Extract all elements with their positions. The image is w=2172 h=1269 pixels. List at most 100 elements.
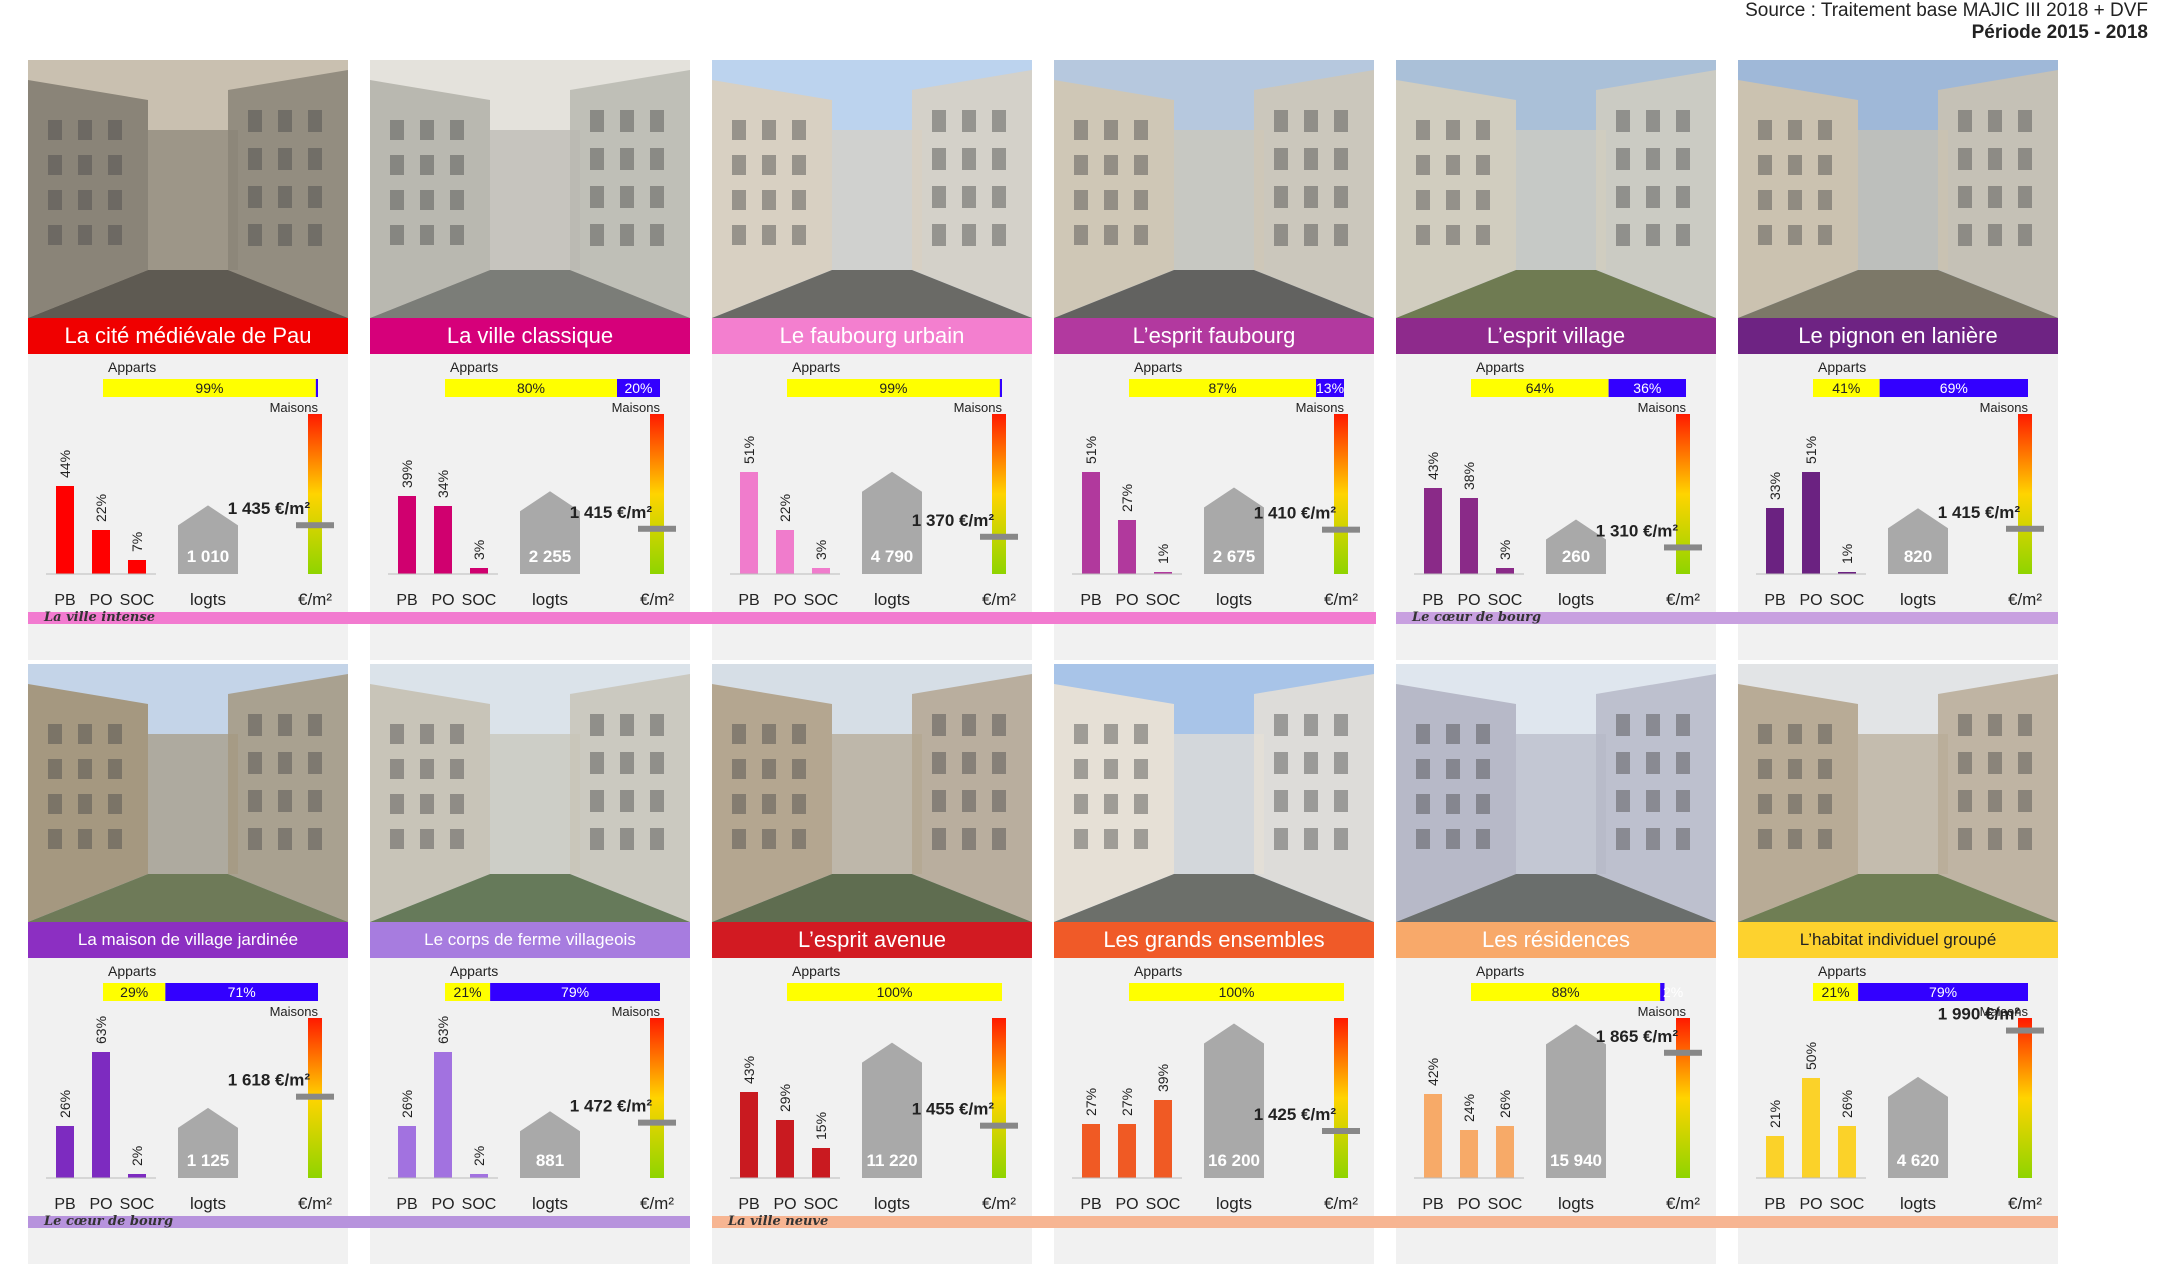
price-marker bbox=[980, 1122, 1018, 1129]
typology-card: L’esprit village Apparts Maisons 64% 36% 43% P… bbox=[1396, 60, 1716, 660]
appts-label: Apparts bbox=[450, 359, 498, 375]
tenure-category: PO bbox=[1799, 592, 1822, 609]
maisons-value: 69% bbox=[1940, 380, 1968, 396]
photo-building-left bbox=[1738, 684, 1858, 922]
photo-window bbox=[1274, 752, 1288, 774]
photo-building-right bbox=[570, 70, 690, 318]
appts-bar bbox=[1471, 983, 1661, 1001]
photo-window bbox=[1476, 225, 1490, 245]
tenure-category: SOC bbox=[804, 1196, 839, 1213]
photo-building-right bbox=[912, 70, 1032, 318]
photo-building-right bbox=[228, 674, 348, 922]
tenure-value: 63% bbox=[435, 1016, 451, 1044]
photo-window bbox=[278, 148, 292, 170]
typology-card: La cité médiévale de Pau Apparts Maisons 99… bbox=[28, 60, 348, 660]
photo-window bbox=[48, 225, 62, 245]
tenure-category: PO bbox=[1115, 1196, 1138, 1213]
photo-window bbox=[1104, 225, 1118, 245]
photo-window bbox=[1646, 148, 1660, 170]
photo-window bbox=[992, 752, 1006, 774]
photo-window bbox=[2018, 186, 2032, 208]
photo-window bbox=[420, 225, 434, 245]
photo-window bbox=[420, 120, 434, 140]
photo-window bbox=[308, 224, 322, 246]
photo-window bbox=[78, 190, 92, 210]
photo-window bbox=[932, 224, 946, 246]
photo-window bbox=[1988, 790, 2002, 812]
photo-window bbox=[1334, 752, 1348, 774]
photo-window bbox=[248, 148, 262, 170]
tenure-value: 15% bbox=[813, 1112, 829, 1140]
photo-window bbox=[762, 225, 776, 245]
typology-card: Les résidences Apparts Maisons 88% 2% 42% PB 24… bbox=[1396, 664, 1716, 1264]
typology-card: Le faubourg urbain Apparts Maisons 99% 51% PB… bbox=[712, 60, 1032, 660]
tenure-category: PB bbox=[738, 1196, 759, 1213]
photo-window bbox=[762, 724, 776, 744]
price-marker bbox=[1322, 1128, 1360, 1134]
street-photo bbox=[712, 664, 1032, 922]
price-marker bbox=[638, 1119, 676, 1126]
maisons-label: Maisons bbox=[270, 1004, 319, 1019]
housing-count-value: 1 125 bbox=[187, 1151, 230, 1170]
appts-bar bbox=[1129, 983, 1344, 1001]
tenure-bar-po bbox=[434, 1052, 452, 1178]
tenure-bar-pb bbox=[398, 496, 416, 574]
photo-building-right bbox=[912, 674, 1032, 922]
photo-window bbox=[1274, 148, 1288, 170]
photo-window bbox=[1758, 120, 1772, 140]
photo-window bbox=[2018, 148, 2032, 170]
photo-window bbox=[2018, 752, 2032, 774]
photo-window bbox=[248, 714, 262, 736]
photo-window bbox=[1476, 759, 1490, 779]
price-marker bbox=[638, 525, 676, 532]
photo-window bbox=[248, 186, 262, 208]
photo-window bbox=[390, 759, 404, 779]
photo-window bbox=[1818, 724, 1832, 744]
photo-window bbox=[620, 224, 634, 246]
photo-window bbox=[78, 120, 92, 140]
tenure-category: PO bbox=[431, 1196, 454, 1213]
photo-window bbox=[48, 794, 62, 814]
data-panel: Apparts 100% 43% PB 29% PO 15% SOC 11 220 logts 1 … bbox=[712, 958, 1032, 1264]
photo-building-left bbox=[370, 684, 490, 922]
photo-window bbox=[1334, 790, 1348, 812]
photo-window bbox=[1788, 829, 1802, 849]
photo-building-right bbox=[1596, 70, 1716, 318]
photo-window bbox=[992, 790, 1006, 812]
photo-building-back bbox=[822, 130, 922, 270]
photo-road bbox=[370, 270, 690, 318]
price-unit: €/m² bbox=[640, 590, 674, 609]
photo-window bbox=[390, 120, 404, 140]
street-photo bbox=[1738, 664, 2058, 922]
tenure-category: PO bbox=[431, 592, 454, 609]
tenure-value: 3% bbox=[471, 540, 487, 560]
photo-window bbox=[1646, 110, 1660, 132]
photo-window bbox=[650, 752, 664, 774]
photo-window bbox=[108, 829, 122, 849]
tenure-value: 7% bbox=[129, 532, 145, 552]
photo-window bbox=[1304, 752, 1318, 774]
photo-window bbox=[732, 724, 746, 744]
photo-window bbox=[1758, 794, 1772, 814]
photo-window bbox=[1104, 190, 1118, 210]
price-scale-bar bbox=[650, 1018, 664, 1178]
typology-title: L’esprit village bbox=[1396, 318, 1716, 354]
photo-building-right bbox=[1938, 674, 2058, 922]
photo-window bbox=[1758, 724, 1772, 744]
tenure-value: 26% bbox=[1839, 1090, 1855, 1118]
price-marker bbox=[1664, 1049, 1702, 1056]
appts-label: Apparts bbox=[1134, 963, 1182, 979]
appts-bar bbox=[1129, 379, 1317, 397]
photo-window bbox=[650, 110, 664, 132]
photo-window bbox=[650, 186, 664, 208]
photo-window bbox=[1416, 155, 1430, 175]
street-photo bbox=[1054, 60, 1374, 318]
photo-window bbox=[1416, 190, 1430, 210]
photo-window bbox=[1958, 828, 1972, 850]
photo-window bbox=[1676, 714, 1690, 736]
photo-window bbox=[450, 155, 464, 175]
photo-window bbox=[1476, 794, 1490, 814]
photo-building-right bbox=[1596, 674, 1716, 922]
photo-window bbox=[1446, 829, 1460, 849]
photo-window bbox=[762, 759, 776, 779]
